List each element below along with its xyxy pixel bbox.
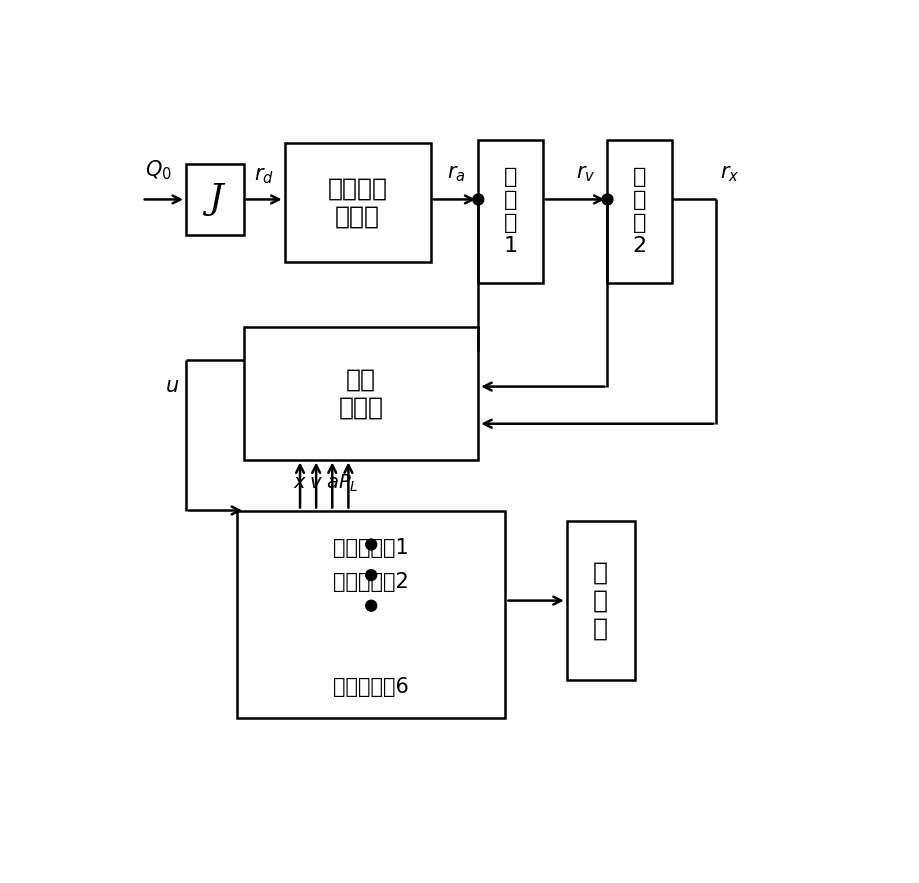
Text: $r_d$: $r_d$ [254,166,274,185]
Bar [186,163,244,235]
Bar [478,140,542,283]
Circle shape [601,194,612,205]
Bar [284,143,430,262]
Circle shape [366,539,376,550]
Text: 上
平
台: 上 平 台 [593,561,607,640]
Text: 积
分
器
1: 积 分 器 1 [503,167,517,256]
Circle shape [366,600,376,611]
Text: 阀控缸机构2: 阀控缸机构2 [333,572,409,592]
Text: $Q_0$: $Q_0$ [145,159,172,183]
Text: J: J [208,183,221,216]
Circle shape [472,194,483,205]
Bar [244,327,478,459]
Text: $v$: $v$ [309,473,323,492]
Text: $u$: $u$ [165,376,179,396]
Text: 阀控缸机构6: 阀控缸机构6 [333,677,409,698]
Text: $r_x$: $r_x$ [719,164,738,185]
Text: 积
分
器
2: 积 分 器 2 [632,167,646,256]
Bar [237,510,505,718]
Circle shape [366,570,376,580]
Text: $r_a$: $r_a$ [447,164,466,185]
Text: 阀控缸机构1: 阀控缸机构1 [333,538,409,558]
Text: $a$: $a$ [325,473,338,492]
Text: $r_v$: $r_v$ [575,164,595,185]
Text: $P_L$: $P_L$ [338,473,358,494]
Text: 补偿
控制器: 补偿 控制器 [338,367,383,419]
Text: 参考信号
发生器: 参考信号 发生器 [327,177,387,229]
Bar [607,140,672,283]
Bar [566,521,634,681]
Text: $x$: $x$ [292,473,307,492]
